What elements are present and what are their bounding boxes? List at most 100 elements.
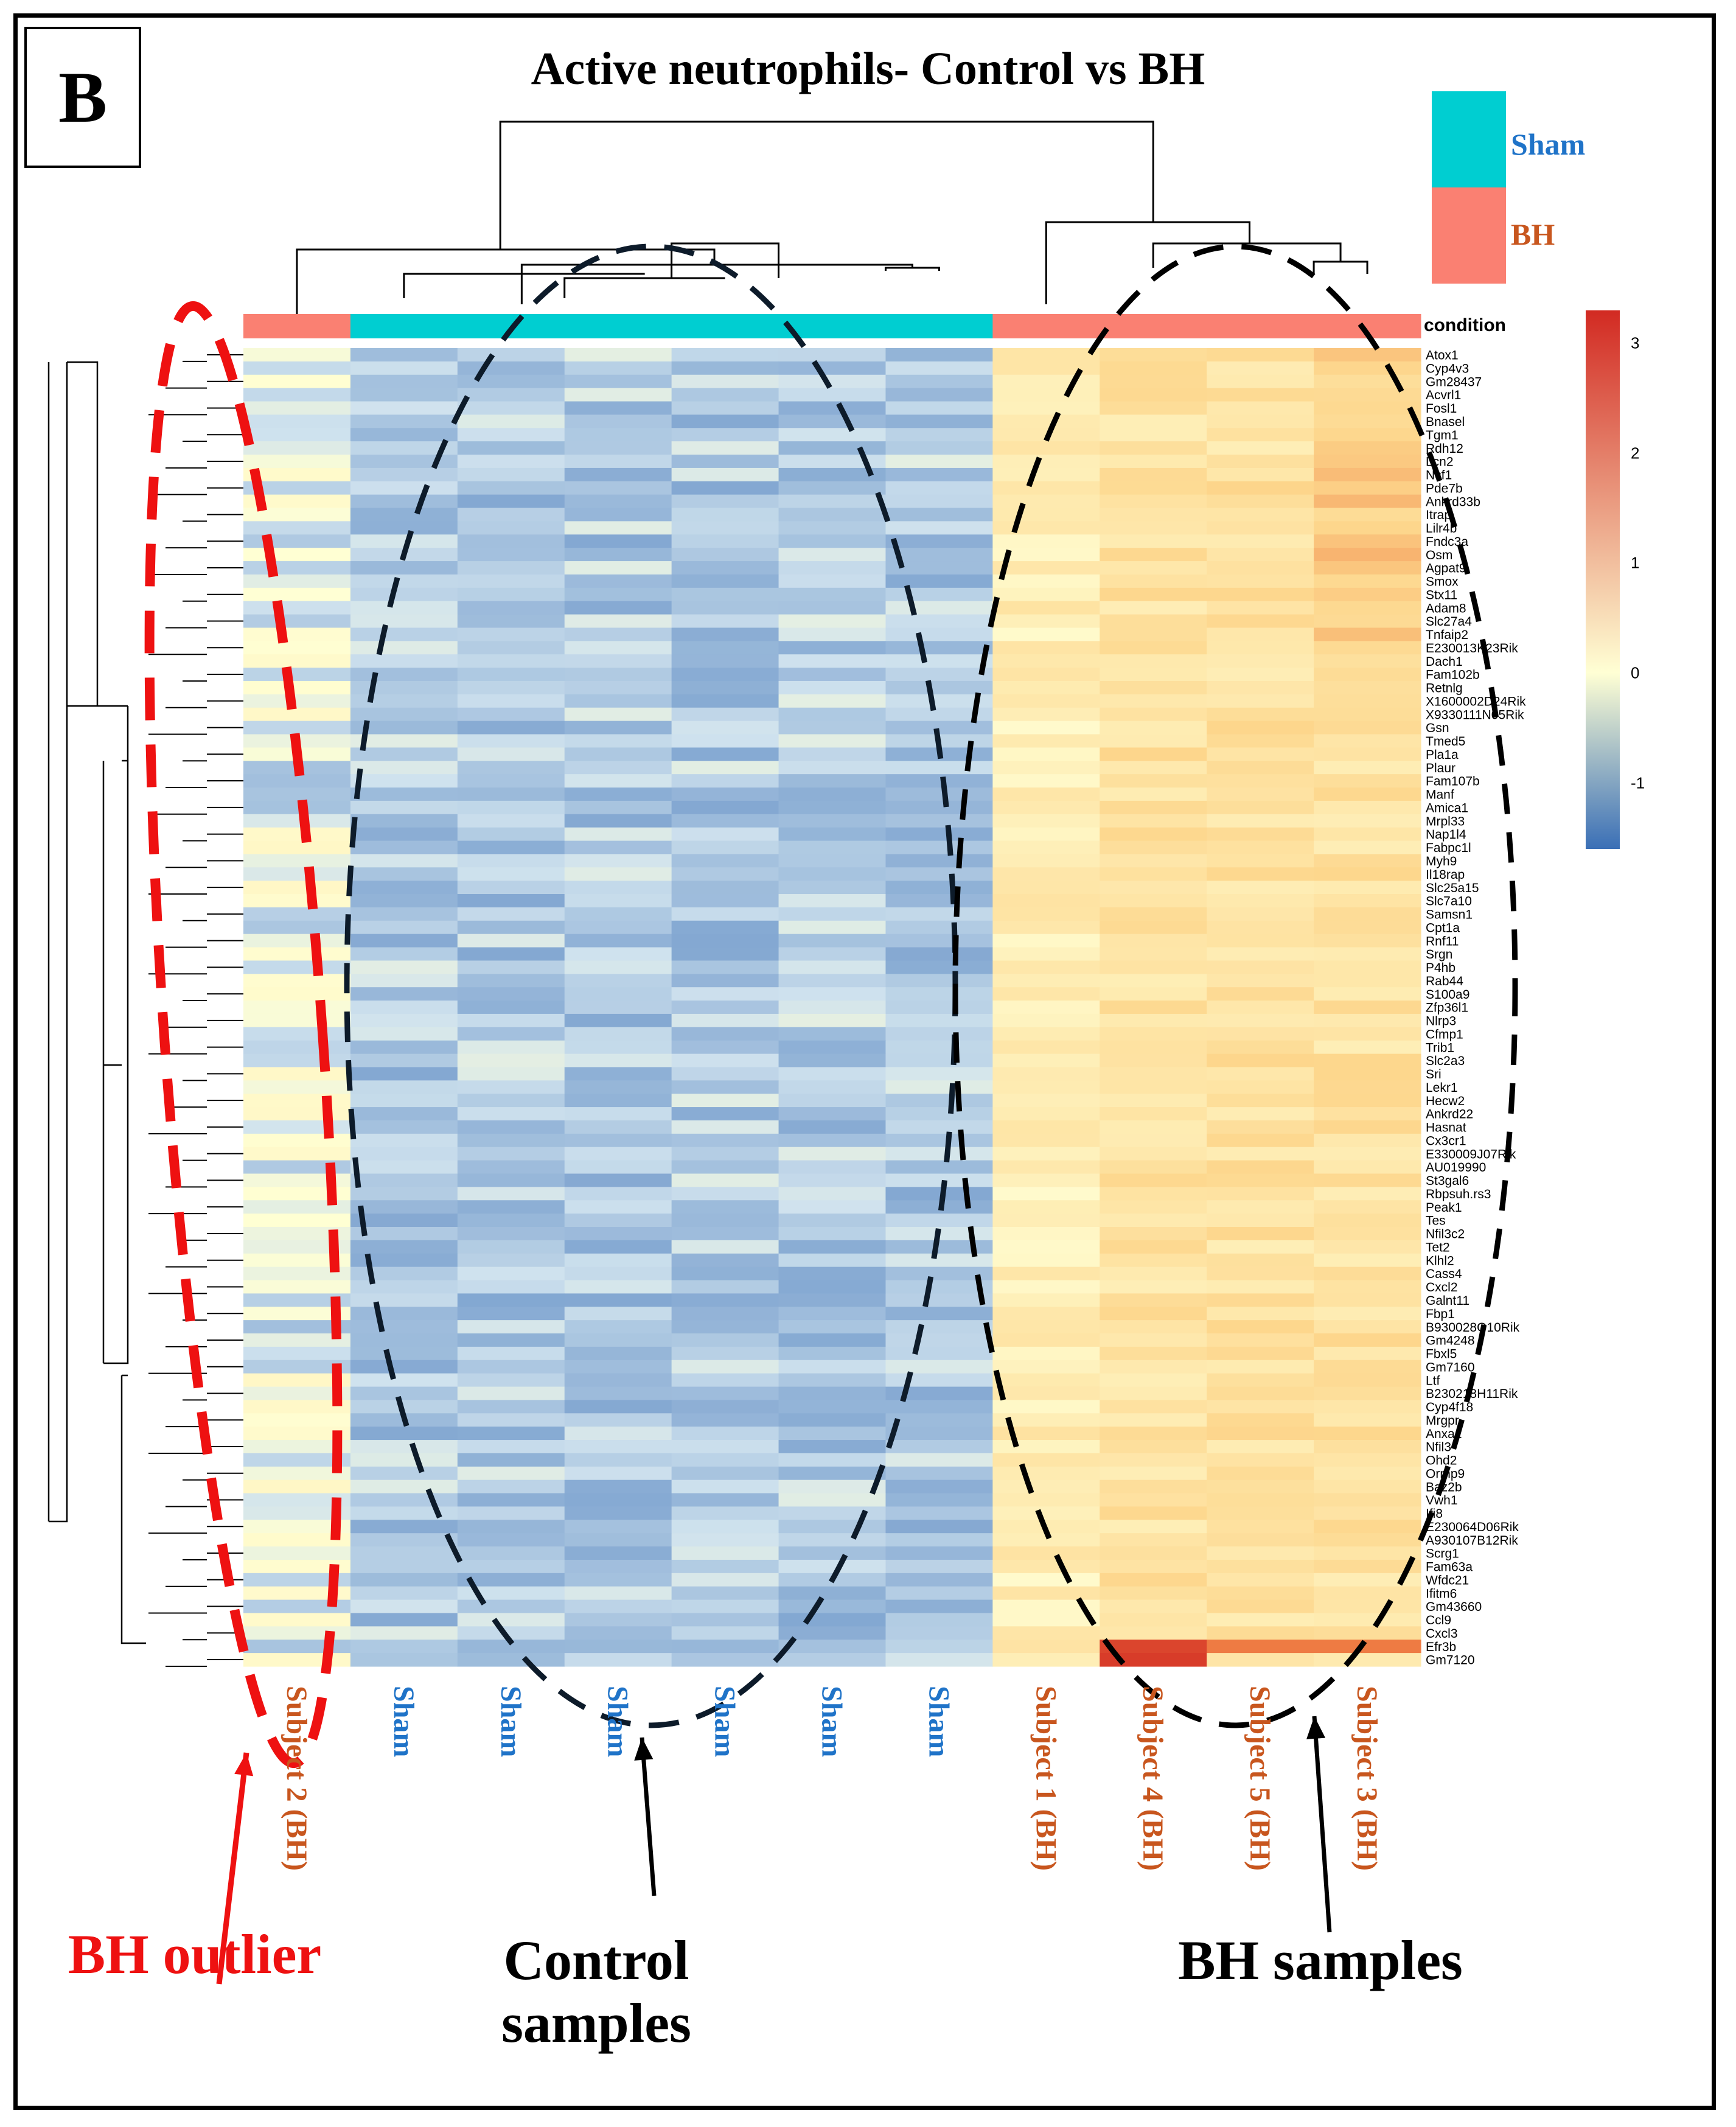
heat-cell	[1314, 1120, 1421, 1134]
heat-cell	[457, 1214, 565, 1228]
heat-cell	[1100, 907, 1207, 921]
outlier-ellipse	[144, 301, 343, 1769]
heat-cell	[457, 920, 565, 935]
heat-cell	[243, 934, 351, 948]
heat-cell	[671, 1386, 779, 1401]
heat-cell	[1207, 467, 1314, 482]
gene-label: Tnfaip2	[1426, 628, 1468, 642]
heat-cell	[992, 1599, 1100, 1614]
heat-cell	[1100, 707, 1207, 722]
gene-label: Peak1	[1426, 1201, 1462, 1215]
heat-cell	[992, 694, 1100, 708]
heat-cell	[1207, 1293, 1314, 1307]
heat-cell	[1100, 1293, 1207, 1307]
heat-cell	[564, 1227, 672, 1241]
heat-cell	[671, 761, 779, 775]
heat-cell	[1207, 627, 1314, 641]
heat-cell	[671, 534, 779, 548]
heat-cell	[350, 1520, 458, 1534]
heat-cell	[885, 641, 993, 655]
heat-cell	[564, 1200, 672, 1214]
heat-cell	[1207, 1067, 1314, 1081]
heat-cell	[1207, 601, 1314, 615]
row-dendrogram-leaf	[148, 887, 243, 895]
heat-cell	[992, 1546, 1100, 1560]
heat-cell	[992, 1386, 1100, 1401]
heat-cell	[1314, 1187, 1421, 1201]
heat-cell	[457, 494, 565, 509]
heat-cell	[1314, 641, 1421, 655]
heat-cell	[1100, 1466, 1207, 1481]
gene-label: Slc25a15	[1426, 881, 1479, 895]
heat-cell	[457, 641, 565, 655]
heat-cell	[778, 920, 887, 935]
row-dendrogram-leaf	[148, 727, 243, 735]
heat-cell	[243, 854, 351, 868]
heat-cell	[243, 1333, 351, 1347]
heat-cell	[1207, 508, 1314, 522]
heat-cell	[778, 1559, 887, 1574]
column-label: Sham	[601, 1686, 634, 1758]
gene-label: Fbp1	[1426, 1307, 1455, 1321]
heat-cell	[457, 840, 565, 854]
heat-cell	[671, 827, 779, 842]
heat-cell	[885, 441, 993, 455]
heat-cell	[778, 721, 887, 735]
heat-cell	[778, 1027, 887, 1041]
bh-arrow-head	[1306, 1716, 1326, 1739]
heat-cell	[350, 1147, 458, 1161]
heat-cell	[1314, 1027, 1421, 1041]
gene-label: Cass4	[1426, 1267, 1462, 1281]
heat-cell	[992, 441, 1100, 455]
heat-cell	[457, 1546, 565, 1560]
heat-cell	[1314, 1373, 1421, 1388]
heat-cell	[350, 1253, 458, 1268]
heat-cell	[350, 707, 458, 722]
heat-cell	[992, 1053, 1100, 1068]
heat-cell	[243, 800, 351, 815]
heat-cell	[457, 1293, 565, 1307]
heat-cell	[350, 800, 458, 815]
heat-cell	[1207, 1586, 1314, 1601]
heat-cell	[885, 1346, 993, 1361]
heat-cell	[564, 1013, 672, 1028]
heat-cell	[243, 1626, 351, 1640]
heat-cell	[671, 401, 779, 415]
heat-cell	[778, 1346, 887, 1361]
heat-cell	[1314, 1613, 1421, 1627]
heat-cell	[350, 1333, 458, 1347]
heat-cell	[778, 627, 887, 641]
gene-label: X1600002D24Rik	[1426, 694, 1526, 708]
heat-cell	[457, 561, 565, 575]
heat-cell	[992, 814, 1100, 828]
heat-cell	[885, 1320, 993, 1334]
gene-label: Adam8	[1426, 601, 1466, 615]
heat-cell	[243, 1280, 351, 1294]
heat-cell	[671, 1307, 779, 1321]
heat-cell	[1100, 1640, 1207, 1654]
heat-cell	[1207, 1453, 1314, 1467]
heat-cell	[243, 894, 351, 908]
heat-cell	[564, 827, 672, 842]
heat-cell	[1314, 455, 1421, 469]
row-dendrogram-leaf	[183, 913, 243, 921]
heat-cell	[350, 1573, 458, 1587]
heat-cell	[457, 1094, 565, 1108]
heat-cell	[350, 521, 458, 535]
heat-cell	[350, 641, 458, 655]
heat-cell	[564, 1027, 672, 1041]
heat-cell	[564, 788, 672, 802]
heat-cell	[457, 455, 565, 469]
heat-cell	[457, 601, 565, 615]
heat-cell	[992, 867, 1100, 881]
heat-cell	[1314, 1001, 1421, 1015]
heat-cell	[992, 1253, 1100, 1268]
heat-cell	[1100, 388, 1207, 402]
heat-cell	[778, 414, 887, 428]
gene-label: E330009J07Rik	[1426, 1147, 1516, 1161]
gene-label: P4hb	[1426, 961, 1455, 975]
heat-cell	[1314, 680, 1421, 695]
heat-cell	[243, 1520, 351, 1534]
heat-cell	[350, 1373, 458, 1388]
outlier-arrow	[216, 1752, 249, 1985]
